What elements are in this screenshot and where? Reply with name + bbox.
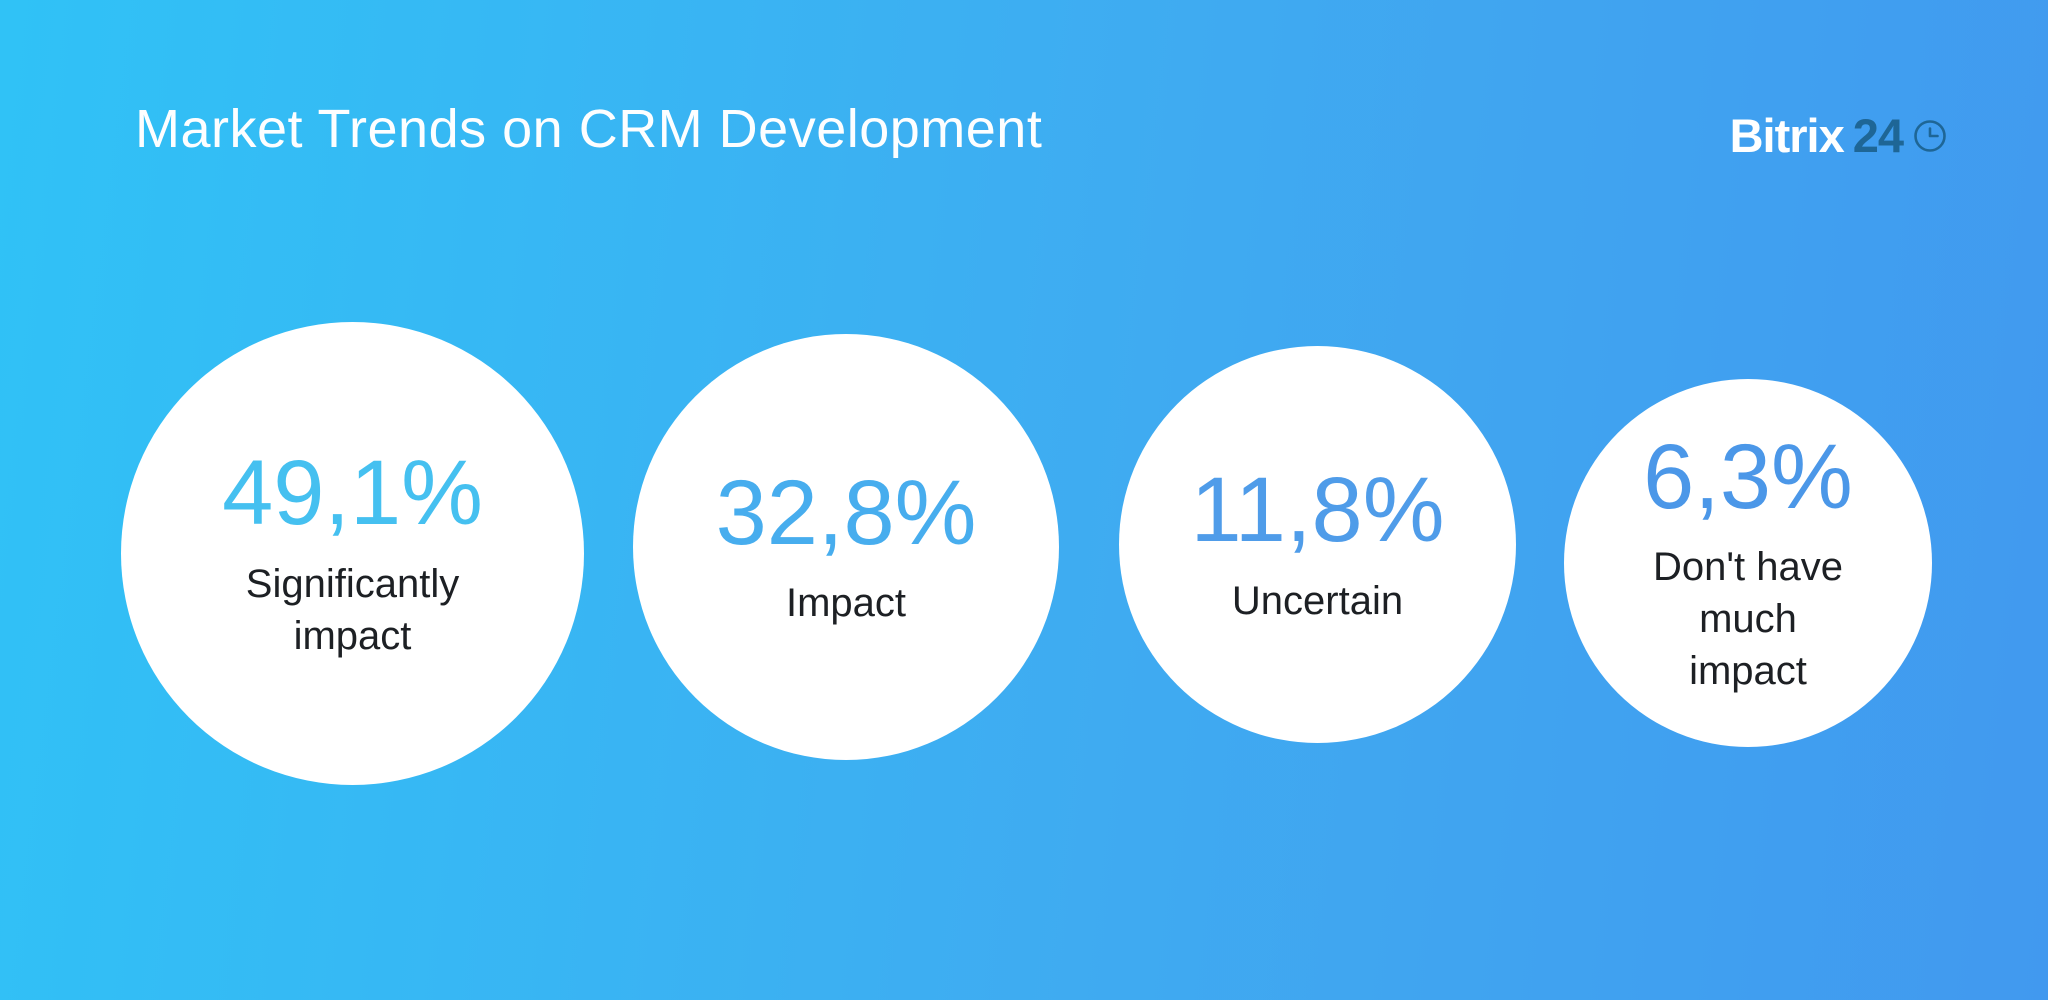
bitrix24-logo: Bitrix 24	[1730, 112, 1948, 159]
logo-text-bitrix: Bitrix	[1729, 109, 1845, 162]
stat-label: Significantly impact	[245, 561, 460, 658]
stat-circle-uncertain: 11,8% Uncertain	[1119, 346, 1516, 743]
stat-value: 32,8%	[715, 461, 977, 564]
logo-text-24: 24	[1852, 109, 1904, 162]
stat-circle-dont-have-much-impact: 6,3% Don't have much impact	[1564, 379, 1932, 747]
clock-icon	[1912, 118, 1948, 154]
stat-circle-impact: 32,8% Impact	[633, 334, 1059, 760]
page-title: Market Trends on CRM Development	[135, 99, 1043, 159]
stat-label: Impact	[785, 581, 907, 626]
stat-value: 11,8%	[1190, 459, 1445, 562]
stat-circle-significantly-impact: 49,1% Significantly impact	[121, 322, 584, 785]
stat-label: Uncertain	[1231, 578, 1404, 623]
stat-value: 6,3%	[1643, 425, 1853, 528]
stat-value: 49,1%	[222, 442, 483, 545]
stat-label: Don't have much impact	[1653, 545, 1843, 694]
